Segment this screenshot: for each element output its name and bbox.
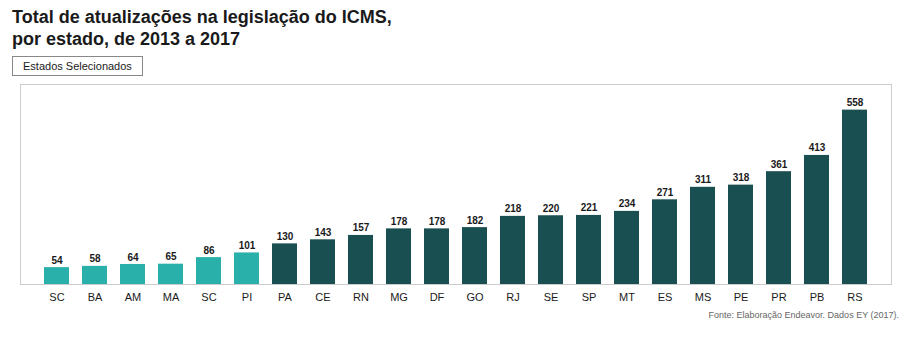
svg-text:86: 86 <box>203 245 215 256</box>
svg-text:558: 558 <box>847 97 864 108</box>
svg-text:MA: MA <box>163 291 180 303</box>
svg-text:101: 101 <box>239 240 256 251</box>
svg-text:AM: AM <box>125 291 142 303</box>
svg-text:MT: MT <box>619 291 635 303</box>
svg-text:64: 64 <box>127 252 139 263</box>
svg-text:218: 218 <box>505 203 522 214</box>
svg-text:220: 220 <box>543 203 560 214</box>
svg-text:RS: RS <box>847 291 862 303</box>
svg-text:178: 178 <box>391 216 408 227</box>
svg-text:RN: RN <box>353 291 369 303</box>
svg-text:182: 182 <box>467 215 484 226</box>
svg-text:PR: PR <box>771 291 786 303</box>
svg-text:65: 65 <box>165 251 177 262</box>
svg-text:DF: DF <box>430 291 445 303</box>
svg-text:54: 54 <box>51 255 63 266</box>
svg-text:130: 130 <box>277 231 294 242</box>
svg-text:ES: ES <box>658 291 673 303</box>
svg-text:PE: PE <box>734 291 749 303</box>
svg-text:PA: PA <box>278 291 293 303</box>
svg-text:SE: SE <box>544 291 559 303</box>
html-text:por estado, de 2013 a 2017: por estado, de 2013 a 2017 <box>12 29 241 49</box>
svg-text:311: 311 <box>695 174 712 185</box>
svg-text:178: 178 <box>429 216 446 227</box>
html-text:Total de atualizações na legis: Total de atualizações na legislação do I… <box>12 7 392 27</box>
svg-text:GO: GO <box>466 291 484 303</box>
svg-text:RJ: RJ <box>506 291 519 303</box>
svg-text:CE: CE <box>315 291 330 303</box>
svg-text:318: 318 <box>733 172 750 183</box>
svg-text:BA: BA <box>88 291 103 303</box>
svg-text:361: 361 <box>771 159 788 170</box>
svg-text:143: 143 <box>315 227 332 238</box>
svg-text:MG: MG <box>390 291 408 303</box>
svg-text:234: 234 <box>619 198 636 209</box>
svg-text:MS: MS <box>695 291 712 303</box>
html-text:Estados Selecionados: Estados Selecionados <box>23 60 132 72</box>
svg-text:SC: SC <box>201 291 216 303</box>
svg-text:221: 221 <box>581 202 598 213</box>
svg-text:SC: SC <box>49 291 64 303</box>
svg-text:58: 58 <box>89 253 101 264</box>
svg-text:271: 271 <box>657 187 674 198</box>
svg-text:PB: PB <box>810 291 825 303</box>
svg-text:PI: PI <box>242 291 252 303</box>
svg-text:157: 157 <box>353 222 370 233</box>
html-text:Fonte: Elaboração Endeavor. Da: Fonte: Elaboração Endeavor. Dados EY (20… <box>708 310 899 320</box>
svg-text:SP: SP <box>582 291 597 303</box>
svg-text:413: 413 <box>809 142 826 153</box>
